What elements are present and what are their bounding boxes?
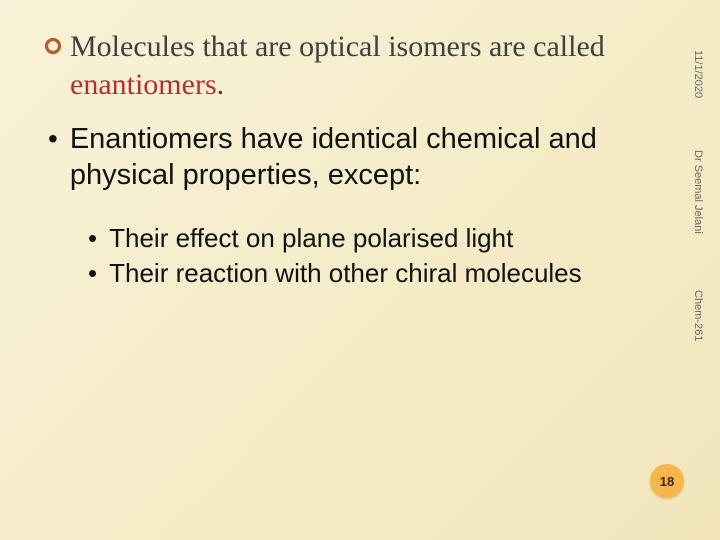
main-text-pre: Molecules that are optical isomers are c…: [70, 30, 605, 63]
main-text: Molecules that are optical isomers are c…: [70, 28, 660, 103]
level3-row: • Their effect on plane polarised light: [88, 222, 660, 256]
side-author: Dr Seemal Jelani: [692, 150, 704, 234]
ring-bullet-icon: [44, 34, 62, 62]
level3-row: • Their reaction with other chiral molec…: [88, 257, 660, 291]
main-bullet-row: Molecules that are optical isomers are c…: [44, 28, 660, 103]
level3-text: Their effect on plane polarised light: [109, 222, 513, 256]
bullet-dot-icon: •: [88, 257, 97, 291]
page-number: 18: [660, 474, 674, 489]
level3-text: Their reaction with other chiral molecul…: [109, 257, 582, 291]
level3-group: • Their effect on plane polarised light …: [88, 222, 660, 292]
main-highlight: enantiomers: [70, 68, 217, 101]
level2-row: • Enantiomers have identical chemical an…: [48, 121, 660, 194]
side-course: Chem-261: [692, 290, 704, 341]
level2-text: Enantiomers have identical chemical and …: [70, 121, 660, 194]
main-text-post: .: [217, 68, 225, 101]
slide: Molecules that are optical isomers are c…: [0, 0, 720, 540]
bullet-dot-icon: •: [88, 222, 97, 256]
page-number-badge: 18: [650, 464, 684, 498]
bullet-dot-icon: •: [48, 121, 58, 157]
side-date: 11/1/2020: [692, 50, 704, 98]
